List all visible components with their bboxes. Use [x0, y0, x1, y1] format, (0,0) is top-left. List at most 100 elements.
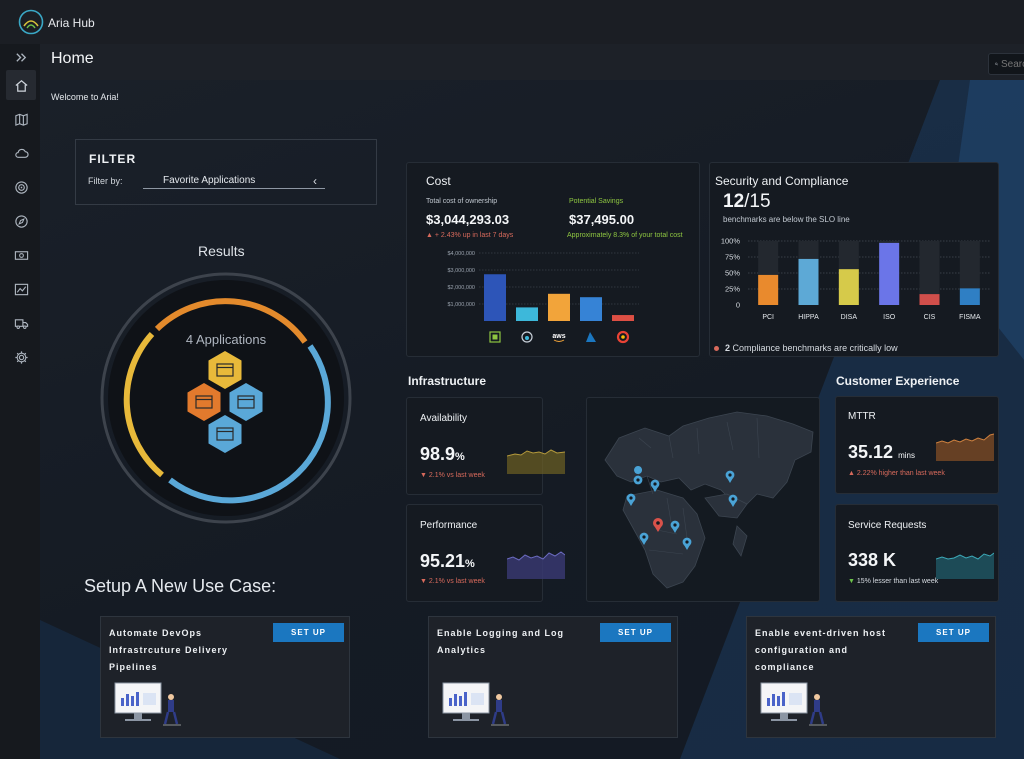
map-icon — [14, 113, 28, 126]
service-requests-value: 338 K — [848, 550, 897, 570]
sidebar-item-map[interactable] — [6, 104, 36, 134]
page-title: Home — [51, 50, 94, 67]
y-tick-label: $4,000,000 — [447, 251, 475, 257]
setup-logging-button[interactable]: SET UP — [600, 623, 671, 642]
money-icon — [14, 250, 28, 260]
performance-sparkline — [507, 551, 565, 579]
y-tick-label: $2,000,000 — [447, 285, 475, 291]
map-pin-icon[interactable] — [682, 537, 692, 550]
filter-by-label: Filter by: — [88, 176, 123, 186]
search-input[interactable] — [1001, 58, 1024, 70]
world-map-card[interactable] — [586, 397, 820, 602]
app-hexagon[interactable] — [229, 383, 263, 421]
tco-value: $3,044,293.03 — [426, 212, 510, 227]
map-pin-icon[interactable] — [650, 479, 660, 492]
map-pin-icon[interactable] — [670, 520, 680, 533]
filter-panel: FILTER Filter by: Favorite Applications … — [75, 139, 377, 205]
main-content: Welcome to Aria! FILTER Filter by: Favor… — [40, 80, 1024, 759]
filter-heading: FILTER — [89, 152, 137, 166]
service-requests-sparkline — [936, 552, 994, 579]
usecase-title: Enable event-driven host configuration a… — [755, 628, 887, 672]
sidebar-item-billing[interactable] — [6, 240, 36, 270]
setup-title: Setup A New Use Case: — [84, 576, 277, 596]
cost-bar[interactable] — [516, 307, 538, 321]
filter-select[interactable]: Favorite Applications ‹ — [143, 173, 325, 189]
map-pin-icon[interactable] — [633, 466, 643, 485]
y-tick-label: 0 — [736, 301, 740, 310]
usecase-title: Automate DevOps Infrastrcuture Delivery … — [109, 628, 229, 672]
gcp-icon — [616, 330, 630, 344]
results-donut — [100, 272, 352, 524]
computer-illustration-icon — [442, 682, 509, 726]
x-tick-label: PCI — [762, 314, 774, 321]
mttr-trend: ▲ 2.22% higher than last week — [848, 470, 945, 477]
x-tick-label: HIPPA — [798, 314, 819, 321]
performance-title: Performance — [420, 520, 478, 531]
donut-segment-orange — [154, 298, 308, 344]
gear-icon — [14, 350, 28, 364]
compliance-bar[interactable] — [959, 288, 980, 305]
performance-card[interactable]: Performance 95.21% ▼ 2.1% vs last week — [406, 504, 565, 602]
savings-value: $37,495.00 — [569, 212, 635, 227]
compliance-bar[interactable] — [838, 269, 859, 305]
map-pin-icon[interactable] — [728, 494, 738, 507]
cost-bar[interactable] — [548, 293, 570, 321]
app-hexagon[interactable] — [187, 383, 221, 421]
azure-icon — [586, 332, 596, 342]
compliance-bar[interactable] — [919, 294, 940, 305]
cost-title: Cost — [426, 174, 451, 188]
cost-bar[interactable] — [484, 274, 506, 321]
computer-illustration-icon — [114, 682, 181, 726]
sidebar-item-targets[interactable] — [6, 172, 36, 202]
cost-bar-chart: $4,000,000 $3,000,000 $2,000,000 $1,000,000… — [447, 251, 639, 344]
service-requests-trend: ▼ 15% lesser than last week — [848, 578, 939, 585]
expand-sidebar-button[interactable] — [6, 46, 36, 68]
filter-select-value: Favorite Applications — [163, 175, 256, 186]
map-pin-icon[interactable] — [653, 518, 663, 532]
svg-text:aws: aws — [552, 333, 565, 340]
aria-logo-icon[interactable] — [18, 9, 44, 35]
security-card[interactable]: Security and Compliance 12/15 benchmarks… — [709, 162, 999, 357]
sidebar-item-cloud[interactable] — [6, 138, 36, 168]
sidebar-item-compass[interactable] — [6, 206, 36, 236]
search-box[interactable] — [988, 53, 1024, 75]
home-icon — [14, 79, 28, 92]
sidebar-item-home[interactable] — [6, 70, 36, 100]
service-requests-title: Service Requests — [848, 520, 927, 531]
service-requests-card[interactable]: Service Requests 338 K ▼ 15% lesser than… — [835, 504, 999, 602]
cost-bar[interactable] — [612, 315, 634, 321]
setup-devops-button[interactable]: SET UP — [273, 623, 344, 642]
availability-title: Availability — [420, 413, 468, 424]
mttr-card[interactable]: MTTR 35.12 mins ▲ 2.22% higher than last… — [835, 396, 999, 494]
availability-trend: ▼ 2.1% vs last week — [420, 472, 485, 479]
compliance-bar[interactable] — [798, 258, 819, 305]
map-pin-icon[interactable] — [639, 532, 649, 545]
search-icon — [995, 62, 998, 66]
cost-card[interactable]: Cost Total cost of ownership $3,044,293.… — [406, 162, 700, 357]
mttr-value: 35.12 mins — [848, 442, 915, 462]
compliance-bar[interactable] — [879, 242, 900, 305]
performance-value: 95.21% — [420, 551, 475, 571]
chevron-left-icon[interactable]: ‹ — [313, 174, 317, 188]
vmc-icon — [521, 331, 533, 343]
tco-trend: ▲ + 2.43% up in last 7 days — [426, 232, 514, 239]
x-tick-label: ISO — [883, 314, 896, 321]
y-tick-label: 25% — [725, 285, 740, 294]
app-hexagon[interactable] — [208, 351, 242, 389]
usecase-title: Enable Logging and Log Analytics — [437, 628, 564, 655]
world-map — [604, 411, 814, 589]
map-pin-icon[interactable] — [725, 470, 735, 483]
sidebar — [0, 44, 40, 759]
sidebar-item-delivery[interactable] — [6, 308, 36, 338]
compliance-bar[interactable] — [758, 274, 779, 305]
app-hexagon[interactable] — [208, 415, 242, 453]
sidebar-item-analytics[interactable] — [6, 274, 36, 304]
availability-sparkline — [507, 449, 565, 474]
map-pin-icon[interactable] — [626, 493, 636, 506]
cost-bar[interactable] — [580, 297, 602, 321]
availability-card[interactable]: Availability 98.9% ▼ 2.1% vs last week — [406, 397, 565, 495]
sidebar-item-settings[interactable] — [6, 342, 36, 372]
security-score: 12/15 — [723, 191, 771, 212]
setup-host-config-button[interactable]: SET UP — [918, 623, 989, 642]
results-title: Results — [198, 243, 245, 259]
